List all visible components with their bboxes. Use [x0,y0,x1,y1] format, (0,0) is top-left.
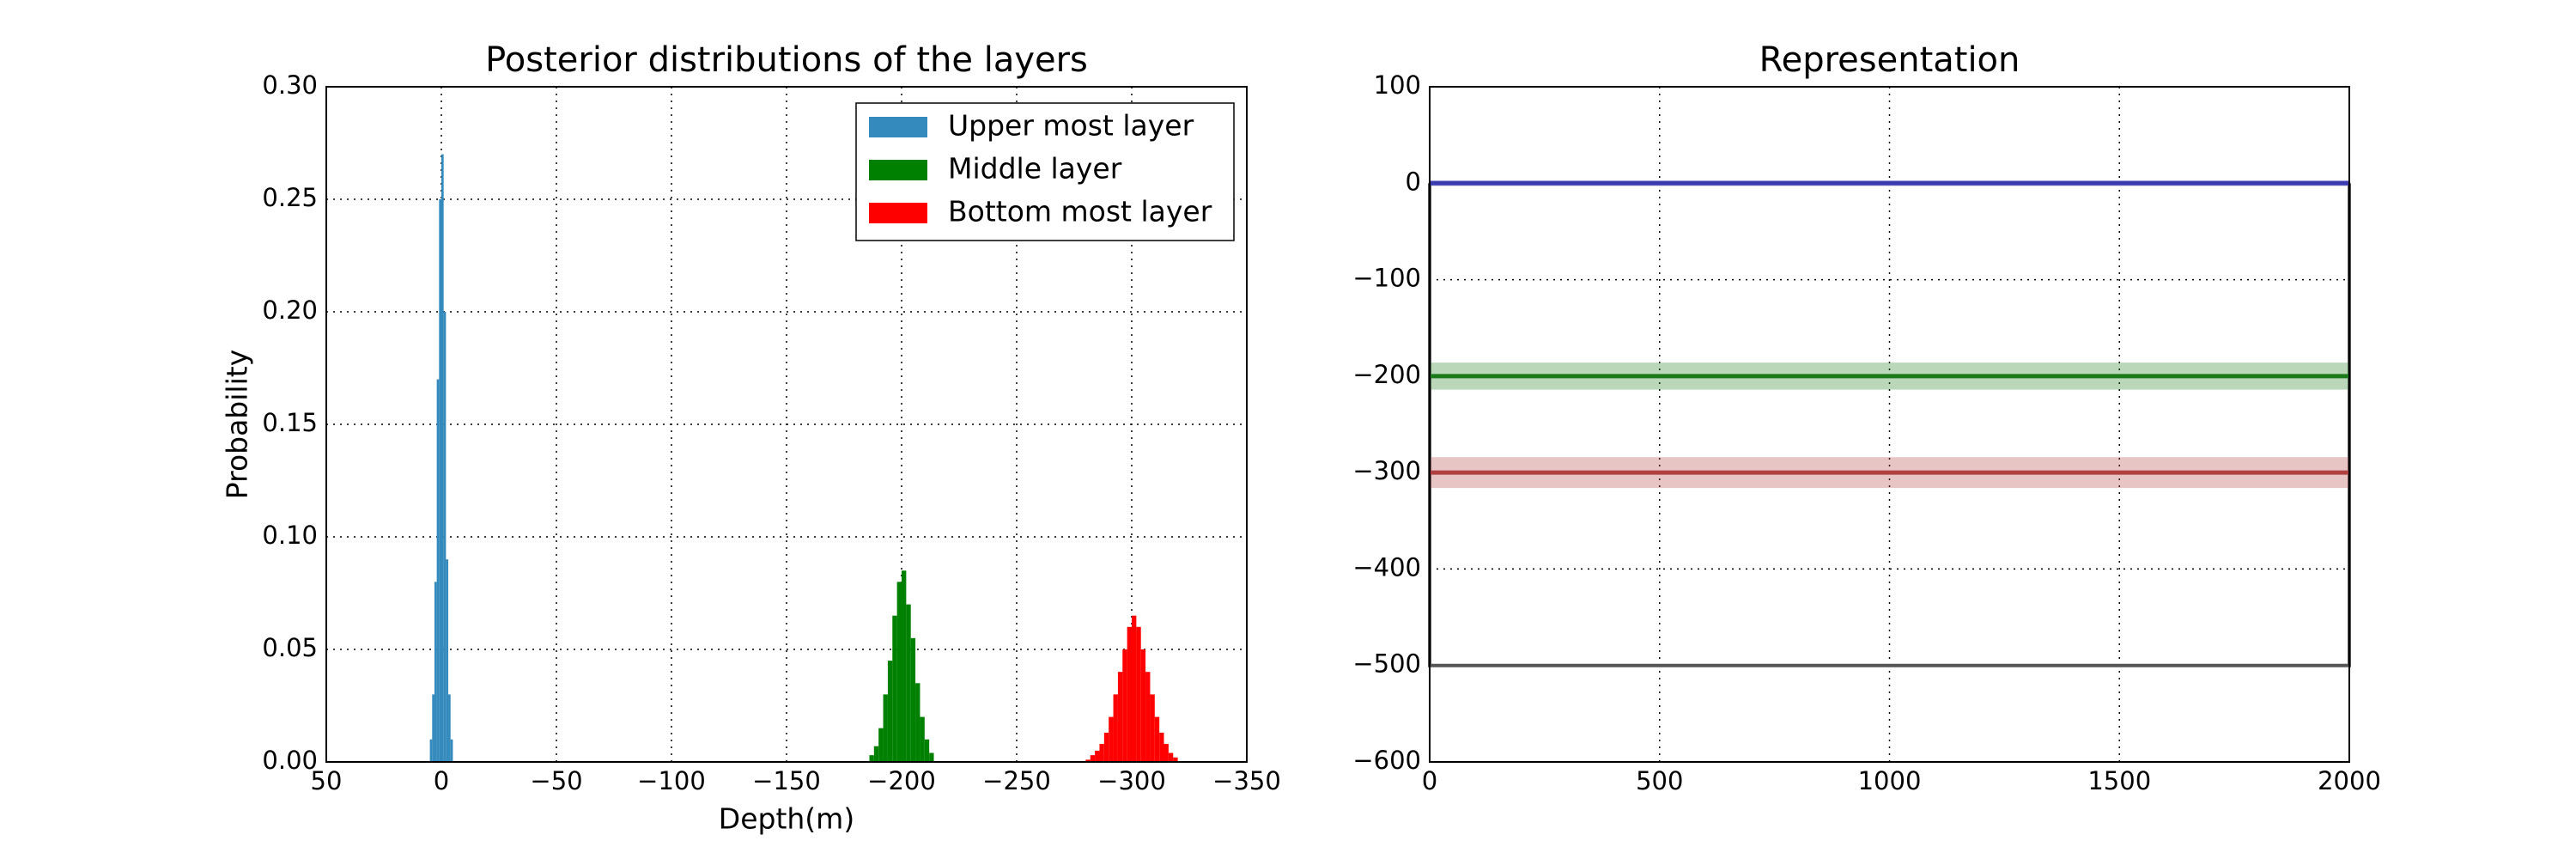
y-tick-label: −500 [1352,649,1421,679]
x-tick-label: 0 [1422,766,1437,795]
legend-swatch [869,203,927,223]
histogram-bar [429,739,433,762]
histogram-bar [902,570,907,762]
histogram-bar [1109,716,1114,762]
histogram-bar [906,604,911,762]
histogram-bar [1168,752,1174,762]
y-tick-label: 100 [1374,70,1421,100]
x-tick-label: 1500 [2087,766,2151,795]
histogram-bar [441,154,444,763]
x-tick-label: −100 [637,766,706,795]
y-tick-label: 0.15 [262,408,318,437]
histogram-bar [1154,716,1160,762]
y-tick-label: −300 [1352,456,1421,485]
x-tick-label: 0 [434,766,449,795]
axes-frame [325,86,1248,763]
histogram-bar [1140,649,1146,762]
histogram-bar [443,312,447,762]
histogram-bar [920,716,925,762]
y-axis-label: Probability [221,350,254,499]
histogram-bar [1145,672,1151,762]
histogram-bar [929,752,934,762]
histogram-bar [1103,732,1109,762]
x-axis-label: Depth(m) [719,802,854,836]
y-tick-label: −400 [1352,552,1421,582]
x-tick-label: 1000 [1858,766,1922,795]
histogram-bar [1132,615,1137,762]
x-tick-label: −300 [1097,766,1166,795]
histogram-bar [1150,694,1155,762]
histogram-bar [432,694,434,762]
y-tick-label: 0.10 [262,521,318,550]
histogram-bar [1173,757,1178,762]
legend-swatch [869,160,927,180]
x-tick-label: −150 [752,766,821,795]
histogram-bar [892,615,897,762]
histogram-bar [1099,744,1104,762]
histogram-bar [1085,759,1091,762]
histogram-bar [878,728,884,762]
histogram-bar [1117,672,1123,762]
x-tick-label: −350 [1212,766,1281,795]
histogram-bar [1127,626,1132,762]
y-tick-label: 0.20 [262,295,318,325]
histogram-bar [1113,694,1118,762]
legend-swatch [869,117,927,137]
histogram-bar [1136,626,1141,762]
histogram-bar [887,661,893,762]
histogram-bar [1159,732,1164,762]
legend-label: Bottom most layer [948,195,1212,228]
histogram-bar [910,637,916,762]
histogram-bar [1095,750,1100,762]
histogram-bar [869,755,874,762]
y-tick-label: −600 [1352,746,1421,775]
histogram-bar [450,739,453,762]
legend-label: Middle layer [948,152,1122,186]
histogram-bar [873,746,879,762]
legend-label: Upper most layer [948,109,1194,143]
y-tick-label: 0 [1406,167,1421,196]
histogram-bar [1090,755,1096,762]
histogram-bar [1122,649,1127,762]
x-tick-label: 500 [1636,766,1683,795]
x-tick-label: −200 [867,766,936,795]
histogram-bar [883,694,888,762]
legend: Upper most layer Middle layer Bottom most … [855,102,1235,241]
histogram-bar [915,683,920,762]
x-tick-label: −50 [530,766,582,795]
y-tick-label: 0.30 [262,70,318,100]
y-tick-label: −100 [1352,264,1421,293]
y-tick-label: 0.25 [262,183,318,212]
histogram-bar [896,582,902,762]
histogram-bar [434,582,437,762]
y-tick-label: −200 [1352,360,1421,389]
histogram-bar [448,694,451,762]
histogram-bar [1163,744,1169,762]
histogram-bar [446,559,449,762]
histogram-bar [439,199,441,762]
histogram-bar [436,379,440,762]
chart-title: Posterior distributions of the layers [485,40,1088,80]
chart-title: Representation [1759,40,2020,80]
axes-frame [1429,86,2350,763]
x-tick-label: 2000 [2318,766,2381,795]
y-tick-label: 0.05 [262,633,318,662]
histogram-bar [924,739,930,762]
x-tick-label: −250 [982,766,1051,795]
x-tick-label: 50 [311,766,343,795]
y-tick-label: 0.00 [262,746,318,775]
